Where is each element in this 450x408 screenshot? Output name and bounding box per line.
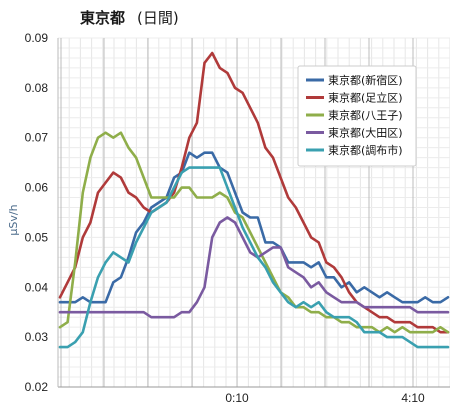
y-tick-label: 0.06 xyxy=(25,181,49,195)
y-axis-ticks: 0.02 0.03 0.04 0.05 0.06 0.07 0.08 0.09 xyxy=(25,31,49,394)
x-axis-ticks: 0:10 4:10 xyxy=(225,391,425,405)
legend-label: 東京都(大田区) xyxy=(328,126,403,140)
y-tick-label: 0.08 xyxy=(25,81,49,95)
y-tick-label: 0.09 xyxy=(25,31,49,45)
y-tick-label: 0.03 xyxy=(25,330,49,344)
x-tick-label: 0:10 xyxy=(225,391,249,405)
x-tick-label: 4:10 xyxy=(401,391,425,405)
series-lines xyxy=(58,51,450,349)
series-line xyxy=(58,151,450,304)
legend-label: 東京都(八王子) xyxy=(328,108,403,122)
series-line xyxy=(58,51,450,334)
chart-subtitle: (日間) xyxy=(137,9,179,27)
chart-title: 東京都 xyxy=(80,9,125,27)
y-tick-label: 0.04 xyxy=(25,280,49,294)
series-line xyxy=(58,131,450,334)
y-tick-label: 0.05 xyxy=(25,230,49,244)
legend-label: 東京都(新宿区) xyxy=(328,73,403,87)
series-line xyxy=(58,166,450,349)
legend-label: 東京都(足立区) xyxy=(328,91,403,105)
legend: 東京都(新宿区) 東京都(足立区) 東京都(八王子) 東京都(大田区) 東京都(調布市) xyxy=(297,65,417,167)
legend-box xyxy=(297,65,417,167)
y-axis-label: μSv/h xyxy=(7,204,20,235)
legend-label: 東京都(調布市) xyxy=(328,143,403,157)
series-line xyxy=(58,216,450,319)
y-tick-label: 0.02 xyxy=(25,380,49,394)
y-tick-label: 0.07 xyxy=(25,131,49,145)
